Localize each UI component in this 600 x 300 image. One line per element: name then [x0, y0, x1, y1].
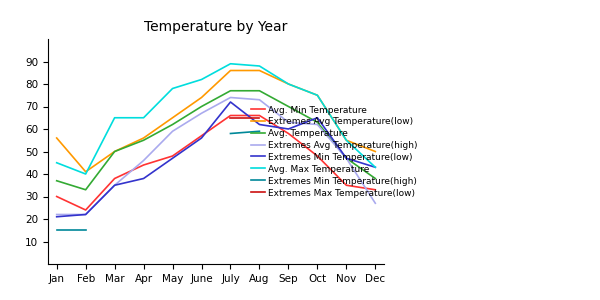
Extremes Avg Temperature(low)	[343, 138, 350, 142]
Extremes Min Temperature(low)	[111, 183, 118, 187]
Extremes Avg Temperature(high)	[227, 96, 234, 99]
Extremes Min Temperature(high)	[53, 229, 60, 232]
Extremes Min Temperature(low)	[82, 213, 89, 216]
Extremes Min Temperature(low)	[198, 136, 205, 140]
Line: Avg. Min Temperature: Avg. Min Temperature	[56, 116, 376, 210]
Avg. Temperature	[372, 177, 379, 180]
Avg. Min Temperature	[169, 154, 176, 158]
Avg. Max Temperature	[82, 172, 89, 176]
Extremes Min Temperature(low)	[343, 157, 350, 160]
Line: Extremes Avg Temperature(low): Extremes Avg Temperature(low)	[56, 70, 376, 172]
Extremes Avg Temperature(high)	[140, 159, 147, 162]
Avg. Temperature	[198, 105, 205, 108]
Avg. Min Temperature	[140, 163, 147, 167]
Extremes Min Temperature(low)	[140, 177, 147, 180]
Line: Extremes Avg Temperature(high): Extremes Avg Temperature(high)	[56, 98, 376, 214]
Legend: Avg. Min Temperature, Extremes Avg Temperature(low), Avg. Temperature, Extremes : Avg. Min Temperature, Extremes Avg Tempe…	[247, 102, 421, 201]
Avg. Max Temperature	[111, 116, 118, 119]
Avg. Max Temperature	[169, 87, 176, 90]
Avg. Max Temperature	[140, 116, 147, 119]
Avg. Temperature	[169, 123, 176, 126]
Avg. Temperature	[53, 179, 60, 182]
Extremes Avg Temperature(low)	[111, 150, 118, 153]
Avg. Min Temperature	[372, 188, 379, 191]
Extremes Min Temperature(low)	[372, 166, 379, 169]
Extremes Min Temperature(low)	[285, 127, 292, 131]
Avg. Temperature	[82, 188, 89, 191]
Extremes Min Temperature(low)	[227, 100, 234, 104]
Extremes Avg Temperature(high)	[256, 98, 263, 101]
Avg. Temperature	[256, 89, 263, 92]
Extremes Avg Temperature(low)	[140, 136, 147, 140]
Extremes Avg Temperature(low)	[256, 69, 263, 72]
Extremes Avg Temperature(low)	[169, 116, 176, 119]
Extremes Avg Temperature(low)	[82, 170, 89, 173]
Avg. Max Temperature	[53, 161, 60, 164]
Line: Avg. Max Temperature: Avg. Max Temperature	[56, 64, 376, 174]
Avg. Min Temperature	[256, 114, 263, 117]
Extremes Avg Temperature(high)	[111, 183, 118, 187]
Extremes Avg Temperature(high)	[198, 111, 205, 115]
Avg. Max Temperature	[314, 94, 321, 97]
Title: Temperature by Year: Temperature by Year	[145, 20, 287, 34]
Avg. Min Temperature	[314, 154, 321, 158]
Extremes Avg Temperature(low)	[227, 69, 234, 72]
Avg. Temperature	[227, 89, 234, 92]
Avg. Temperature	[285, 105, 292, 108]
Avg. Min Temperature	[343, 183, 350, 187]
Avg. Max Temperature	[343, 138, 350, 142]
Extremes Avg Temperature(high)	[53, 213, 60, 216]
Extremes Avg Temperature(high)	[82, 213, 89, 216]
Avg. Temperature	[314, 120, 321, 124]
Avg. Max Temperature	[372, 166, 379, 169]
Extremes Avg Temperature(high)	[169, 130, 176, 133]
Avg. Min Temperature	[285, 132, 292, 135]
Extremes Min Temperature(high)	[82, 229, 89, 232]
Extremes Min Temperature(low)	[53, 215, 60, 218]
Extremes Min Temperature(low)	[169, 157, 176, 160]
Avg. Min Temperature	[111, 177, 118, 180]
Line: Avg. Temperature: Avg. Temperature	[56, 91, 376, 190]
Extremes Avg Temperature(low)	[314, 94, 321, 97]
Extremes Avg Temperature(high)	[285, 120, 292, 124]
Avg. Min Temperature	[53, 195, 60, 198]
Avg. Min Temperature	[82, 208, 89, 212]
Avg. Max Temperature	[198, 78, 205, 81]
Extremes Avg Temperature(low)	[372, 150, 379, 153]
Avg. Max Temperature	[227, 62, 234, 65]
Extremes Avg Temperature(low)	[53, 136, 60, 140]
Extremes Avg Temperature(low)	[285, 82, 292, 86]
Avg. Min Temperature	[227, 114, 234, 117]
Extremes Avg Temperature(high)	[314, 123, 321, 126]
Extremes Avg Temperature(high)	[343, 157, 350, 160]
Avg. Min Temperature	[198, 134, 205, 137]
Avg. Temperature	[140, 138, 147, 142]
Extremes Min Temperature(low)	[314, 116, 321, 119]
Extremes Avg Temperature(low)	[198, 96, 205, 99]
Avg. Max Temperature	[256, 64, 263, 68]
Line: Extremes Min Temperature(low): Extremes Min Temperature(low)	[56, 102, 376, 217]
Avg. Temperature	[343, 157, 350, 160]
Avg. Temperature	[111, 150, 118, 153]
Extremes Min Temperature(low)	[256, 123, 263, 126]
Avg. Max Temperature	[285, 82, 292, 86]
Extremes Avg Temperature(high)	[372, 202, 379, 205]
